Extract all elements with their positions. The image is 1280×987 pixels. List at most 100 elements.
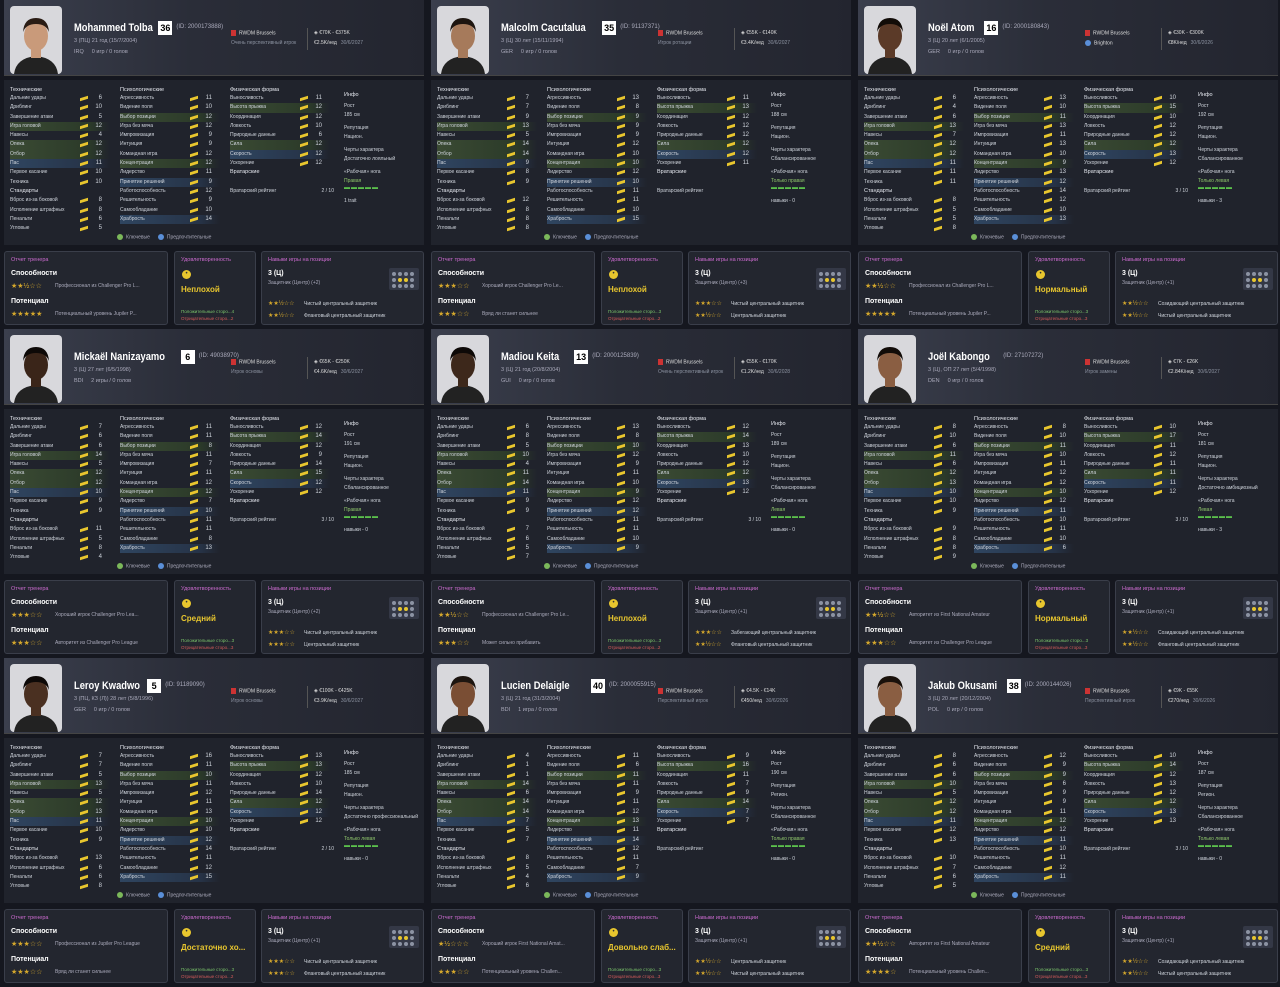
traits-count[interactable]: навыки - 0 [771,856,795,862]
attribute-value: 11 [205,95,212,101]
attribute-trend-arrow [934,837,942,843]
attribute-trend-arrow [617,433,625,440]
attribute-value: 12 [742,141,749,148]
attribute-name: Принятие решений [974,507,1019,514]
scout-report-panel[interactable]: Отчет тренера Способности ★★★☆☆ Хороший игр… [431,251,595,325]
personality-label: Черты характера [344,805,384,811]
attribute-name: Храбрость [120,215,145,222]
scout-report-panel[interactable]: Отчет тренера Способности ★★½☆☆ Профессиона… [431,580,595,654]
divider [307,28,308,50]
physical-column: Физическая форма Выносливость 9 Высота прыж… [657,744,757,836]
satisfaction-panel[interactable]: Удовлетворенность • Средний Положительные с… [1028,909,1110,983]
attribute-name: Сила [1084,141,1097,148]
attribute-trend-arrow [1044,151,1052,158]
attribute-name: Принятие решений [547,507,592,514]
attribute-row: Опека 12 [10,798,110,808]
attribute-value: 7 [525,526,529,533]
attribute-name: Сила [230,799,243,806]
player-id: (ID: 27107272) [1003,353,1044,359]
traits-count[interactable]: навыки - 0 [344,856,368,862]
attribute-row: Опека 12 [864,798,964,808]
attribute-row: Работоспособность 14 [120,845,220,854]
height-value: 190 см [771,770,787,776]
position-skills-panel[interactable]: Навыки игры на позиции 3 (Ц) Защитник (Цен… [688,580,851,654]
attribute-row: Принятие решений 14 [547,835,647,845]
satisfaction-panel[interactable]: Удовлетворенность • Неплохой Положительные … [174,251,256,325]
attribute-value: 12 [949,827,956,834]
attribute-name: Работоспособность [974,187,1020,194]
height-value: 181 см [1198,441,1214,447]
traits-count[interactable]: 1 trait [344,198,357,204]
personality-value: Сбалансированное [771,156,816,162]
attribute-value: 10 [205,104,212,111]
satisfaction-panel[interactable]: Удовлетворенность • Довольно слаб... Положи… [601,909,683,983]
scout-report-panel[interactable]: Отчет тренера Способности ★★★☆☆ Хороший игр… [4,580,168,654]
attribute-row: Концентрация 12 [974,817,1074,827]
scout-report-panel[interactable]: Отчет тренера Способности ★½☆☆☆ Хороший игр… [431,909,595,983]
value-text: €70K - €375K [319,30,350,36]
attribute-trend-arrow [1044,846,1052,853]
attribute-value: 12 [522,197,529,204]
club-name[interactable]: RWDM Brussels [658,688,703,694]
nation-code: GER [928,49,940,55]
traits-count[interactable]: навыки - 0 [771,527,795,533]
traits-count[interactable]: навыки - 3 [1198,198,1222,204]
scout-report-panel[interactable]: Отчет тренера Способности ★★½☆☆ Авторитет и… [858,580,1022,654]
attribute-trend-arrow [507,104,515,111]
position-skills-panel[interactable]: Навыки игры на позиции 3 (Ц) Защитник (Цен… [1115,909,1278,983]
club-name[interactable]: RWDM Brussels [1085,359,1130,365]
attribute-trend-arrow [1044,828,1052,834]
satisfaction-panel[interactable]: Удовлетворенность • Неплохой Положительные … [601,580,683,654]
pitch-dot [1258,278,1262,282]
satisfaction-panel[interactable]: Удовлетворенность • Нормальный Положительны… [1028,580,1110,654]
pitch-dot [1258,272,1262,276]
position-skills-panel[interactable]: Навыки игры на позиции 3 (Ц) Защитник (Цен… [261,251,424,325]
attribute-name: Концентрация [974,489,1008,496]
traits-count[interactable]: навыки - 3 [1198,527,1222,533]
attribute-name: Природные данные [230,132,276,139]
club-name[interactable]: RWDM Brussels [231,359,276,365]
attribute-trend-arrow [934,800,942,806]
player-info: 3 (ПЦ, КЗ (Л)) 28 лет (5/8/1996) [74,696,153,702]
attribute-row: Игра без мяча 13 [974,122,1074,131]
club-name[interactable]: RWDM Brussels [1085,688,1130,694]
satisfaction-panel[interactable]: Удовлетворенность • Нормальный Положительны… [1028,251,1110,325]
position-skills-panel[interactable]: Навыки игры на позиции 3 (Ц) Защитник (Цен… [688,251,851,325]
satisfaction-panel[interactable]: Удовлетворенность • Достаточно хо... Положи… [174,909,256,983]
loan-club[interactable]: Brighton [1085,40,1113,46]
attribute-name: Отбор [864,150,879,157]
attribute-row: Сила 12 [230,798,330,808]
attribute-value: 13 [315,753,322,759]
club-name[interactable]: RWDM Brussels [231,30,276,36]
club-name[interactable]: RWDM Brussels [658,30,703,36]
attribute-name: Агрессивность [120,424,155,430]
attribute-trend-arrow [617,104,625,111]
scout-report-panel[interactable]: Отчет тренера Способности ★★★☆☆ Профессиона… [4,909,168,983]
traits-count[interactable]: навыки - 0 [771,198,795,204]
scout-report-panel[interactable]: Отчет тренера Способности ★★½☆☆ Авторитет и… [858,909,1022,983]
attribute-name: Сила [1084,470,1097,477]
attribute-name: Завершение атаки [437,442,481,449]
position-skills-title: Навыки игры на позиции [695,915,759,921]
position-skills-panel[interactable]: Навыки игры на позиции 3 (Ц) Защитник (Цен… [1115,251,1278,325]
satisfaction-panel[interactable]: Удовлетворенность • Средний Положительные с… [174,580,256,654]
morale-face-icon: • [609,599,618,608]
traits-count[interactable]: навыки - 0 [1198,856,1222,862]
position-skills-panel[interactable]: Навыки игры на позиции 3 (Ц) Защитник (Цен… [261,909,424,983]
attribute-name: Агрессивность [547,424,582,430]
satisfaction-panel[interactable]: Удовлетворенность • Неплохой Положительные … [601,251,683,325]
player-value: ◈ €55K - €170K [741,359,777,365]
club-name[interactable]: RWDM Brussels [658,359,703,365]
attribute-trend-arrow [1154,443,1162,449]
attribute-trend-arrow [1044,790,1052,797]
position-skills-panel[interactable]: Навыки игры на позиции 3 (Ц) Защитник (Цен… [261,580,424,654]
attribute-name: Завершение атаки [864,113,908,120]
club-name[interactable]: RWDM Brussels [1085,30,1130,36]
traits-count[interactable]: навыки - 0 [344,527,368,533]
position-skills-panel[interactable]: Навыки игры на позиции 3 (Ц) Защитник (Цен… [1115,580,1278,654]
attribute-value: 9 [98,498,102,505]
position-skills-panel[interactable]: Навыки игры на позиции 3 (Ц) Защитник (Цен… [688,909,851,983]
club-name[interactable]: RWDM Brussels [231,688,276,694]
scout-report-panel[interactable]: Отчет тренера Способности ★★½☆☆ Профессиона… [858,251,1022,325]
scout-report-panel[interactable]: Отчет тренера Способности ★★½☆☆ Профессиона… [4,251,168,325]
